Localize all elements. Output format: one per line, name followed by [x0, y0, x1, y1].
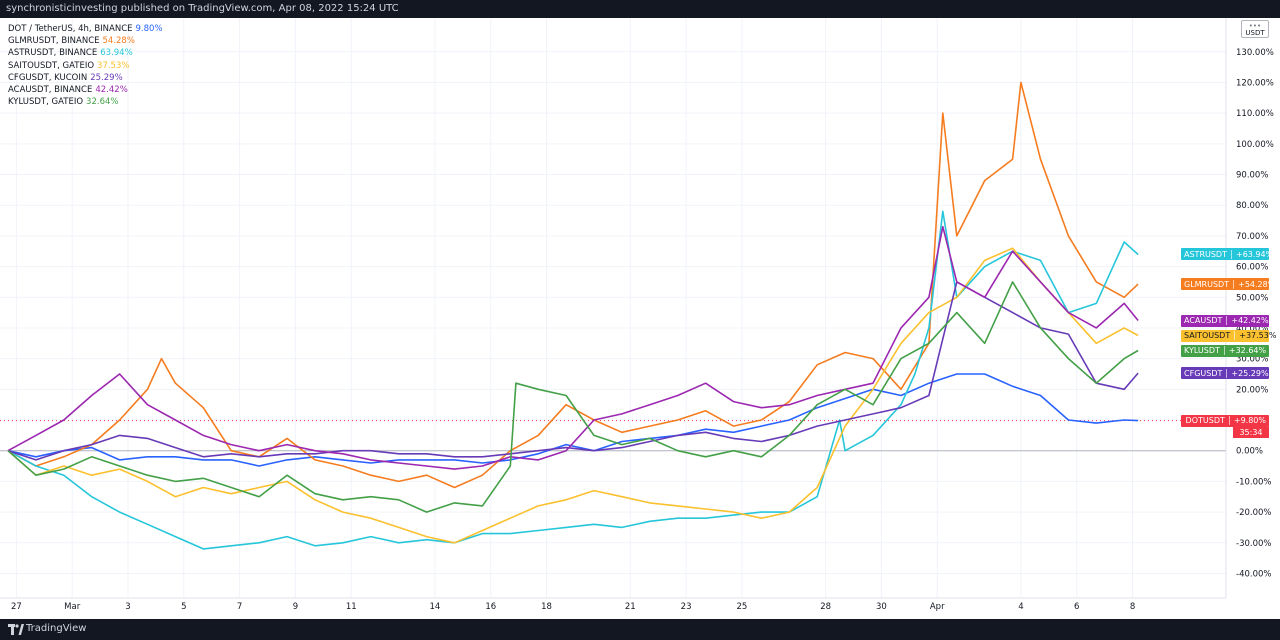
x-tick-label: 7 [237, 602, 242, 612]
y-tick-label: 0.00% [1236, 447, 1263, 457]
price-tag: KYLUSDT +32.64% [1181, 344, 1269, 357]
price-tag-value: +9.80% [1233, 416, 1266, 426]
legend-label: GLMRUSDT, BINANCE [8, 36, 100, 47]
series-line-3 [7, 247, 1139, 544]
published-header: synchronisticinvesting published on Trad… [0, 0, 1280, 18]
x-tick-label: 16 [485, 602, 496, 612]
price-tag-name: GLMRUSDT [1184, 279, 1235, 289]
series-line-5 [7, 225, 1139, 470]
time-axis[interactable]: 27 Mar 3 5 7 9 11 14 16 18 21 23 25 28 30 Apr 4 6 8 [11, 602, 1135, 612]
x-tick-label: 4 [1018, 602, 1023, 612]
y-tick-label: 130.00% [1236, 48, 1274, 58]
price-tag: GLMRUSDT +54.28% [1181, 278, 1275, 291]
x-tick-label: 3 [125, 602, 130, 612]
x-tick-label: 25 [736, 602, 747, 612]
price-tag-name: CFGUSDT [1184, 368, 1228, 378]
price-tag-value: +63.94% [1235, 249, 1274, 259]
price-tag-name: SAITOUSDT [1184, 331, 1236, 341]
price-tag-value: +54.28% [1238, 279, 1276, 289]
y-tick-label: 80.00% [1236, 201, 1268, 211]
y-tick-label: 30.00% [1236, 355, 1268, 365]
x-tick-label: Apr [930, 602, 945, 612]
y-tick-label: -40.00% [1236, 569, 1271, 579]
price-tag: ASTRUSDT +63.94% [1181, 248, 1273, 261]
price-tag-name: KYLUSDT [1184, 346, 1225, 356]
legend-value: 63.94% [100, 48, 133, 59]
series-line-0 [7, 373, 1139, 467]
grid-lines [0, 18, 1226, 598]
legend-label: CFGUSDT, KUCOIN [8, 72, 88, 83]
legend-item[interactable]: DOT / TetherUS, 4h, BINANCE 9.80% [8, 24, 163, 34]
series-line-6 [7, 281, 1139, 513]
y-tick-label: 110.00% [1236, 109, 1274, 119]
x-tick-label: 14 [430, 602, 441, 612]
legend-item[interactable]: CFGUSDT, KUCOIN 25.29% [8, 73, 123, 83]
x-tick-label: 8 [1130, 602, 1135, 612]
x-tick-label: 6 [1074, 602, 1079, 612]
x-tick-label: Mar [64, 602, 81, 612]
legend-value: 37.53% [97, 60, 130, 71]
legend-label: KYLUSDT, GATEIO [8, 97, 84, 108]
price-tag-value: +25.29% [1231, 368, 1269, 378]
y-tick-label: -20.00% [1236, 508, 1271, 518]
legend-value: 32.64% [86, 97, 119, 108]
x-tick-label: 9 [293, 602, 298, 612]
bar-countdown: 35:34 [1233, 426, 1269, 438]
y-tick-label: -10.00% [1236, 477, 1271, 487]
price-tag-value: +37.53% [1239, 331, 1277, 341]
price-tag-name: DOTUSDT [1184, 416, 1230, 426]
y-tick-label: 50.00% [1236, 293, 1268, 303]
x-tick-label: 18 [541, 602, 552, 612]
price-tag-name: ACAUSDT [1184, 316, 1228, 326]
price-tag: DOTUSDT +9.80% [1181, 414, 1269, 427]
y-tick-label: 20.00% [1236, 385, 1268, 395]
y-tick-label: 60.00% [1236, 263, 1268, 273]
x-tick-label: 28 [820, 602, 831, 612]
price-tag-value: +42.42% [1231, 316, 1269, 326]
y-tick-label: 100.00% [1236, 140, 1274, 150]
tradingview-brand: TradingView [26, 623, 87, 634]
legend-label: ASTRUSDT, BINANCE [8, 48, 98, 59]
footer-bar: TradingView [0, 619, 1280, 640]
legend-label: ACAUSDT, BINANCE [8, 85, 93, 95]
legend-label: SAITOUSDT, GATEIO [8, 60, 95, 71]
published-text: synchronisticinvesting published on Trad… [6, 3, 399, 14]
unit-text: USDT [1245, 29, 1265, 37]
price-tag-name: ASTRUSDT [1184, 249, 1232, 259]
x-tick-label: 23 [681, 602, 692, 612]
price-tag: ACAUSDT +42.42% [1181, 314, 1269, 327]
x-tick-label: 5 [181, 602, 186, 612]
series-line-2 [7, 210, 1139, 550]
x-tick-label: 21 [625, 602, 636, 612]
y-tick-label: 40.00% [1236, 324, 1268, 334]
legend-label: DOT / TetherUS, 4h, BINANCE [8, 24, 133, 34]
price-tag-value: +32.64% [1228, 346, 1267, 356]
price-chart[interactable]: 130.00%120.00%110.00%100.00%90.00%80.00%… [0, 18, 1280, 619]
price-tag: CFGUSDT +25.29% [1181, 367, 1269, 380]
x-tick-label: 30 [876, 602, 887, 612]
x-tick-label: 11 [346, 602, 357, 612]
price-axis[interactable]: 130.00% 120.00% 110.00% 100.00% 90.00% 80.00%… [1236, 48, 1274, 580]
legend-value: 25.29% [90, 72, 123, 83]
unit-label[interactable]: ••• USDT [1241, 20, 1269, 38]
y-tick-label: -30.00% [1236, 539, 1271, 549]
legend-item[interactable]: GLMRUSDT, BINANCE 54.28% [8, 36, 135, 46]
legend-item[interactable]: ACAUSDT, BINANCE 42.42% [8, 85, 128, 95]
legend-item[interactable]: KYLUSDT, GATEIO 32.64% [8, 97, 118, 107]
price-tag: SAITOUSDT +37.53% [1181, 329, 1276, 342]
y-tick-label: 90.00% [1236, 171, 1268, 181]
y-tick-label: 120.00% [1236, 78, 1274, 88]
legend-value: 54.28% [102, 36, 135, 47]
legend-item[interactable]: ASTRUSDT, BINANCE 63.94% [8, 48, 133, 58]
legend-item[interactable]: SAITOUSDT, GATEIO 37.53% [8, 61, 129, 71]
legend-value: 42.42% [95, 85, 128, 95]
series-layer [7, 81, 1139, 550]
y-tick-label: 70.00% [1236, 232, 1268, 242]
x-tick-label: 27 [11, 602, 22, 612]
legend-value: 9.80% [135, 24, 163, 34]
tradingview-logo-icon [8, 624, 24, 635]
